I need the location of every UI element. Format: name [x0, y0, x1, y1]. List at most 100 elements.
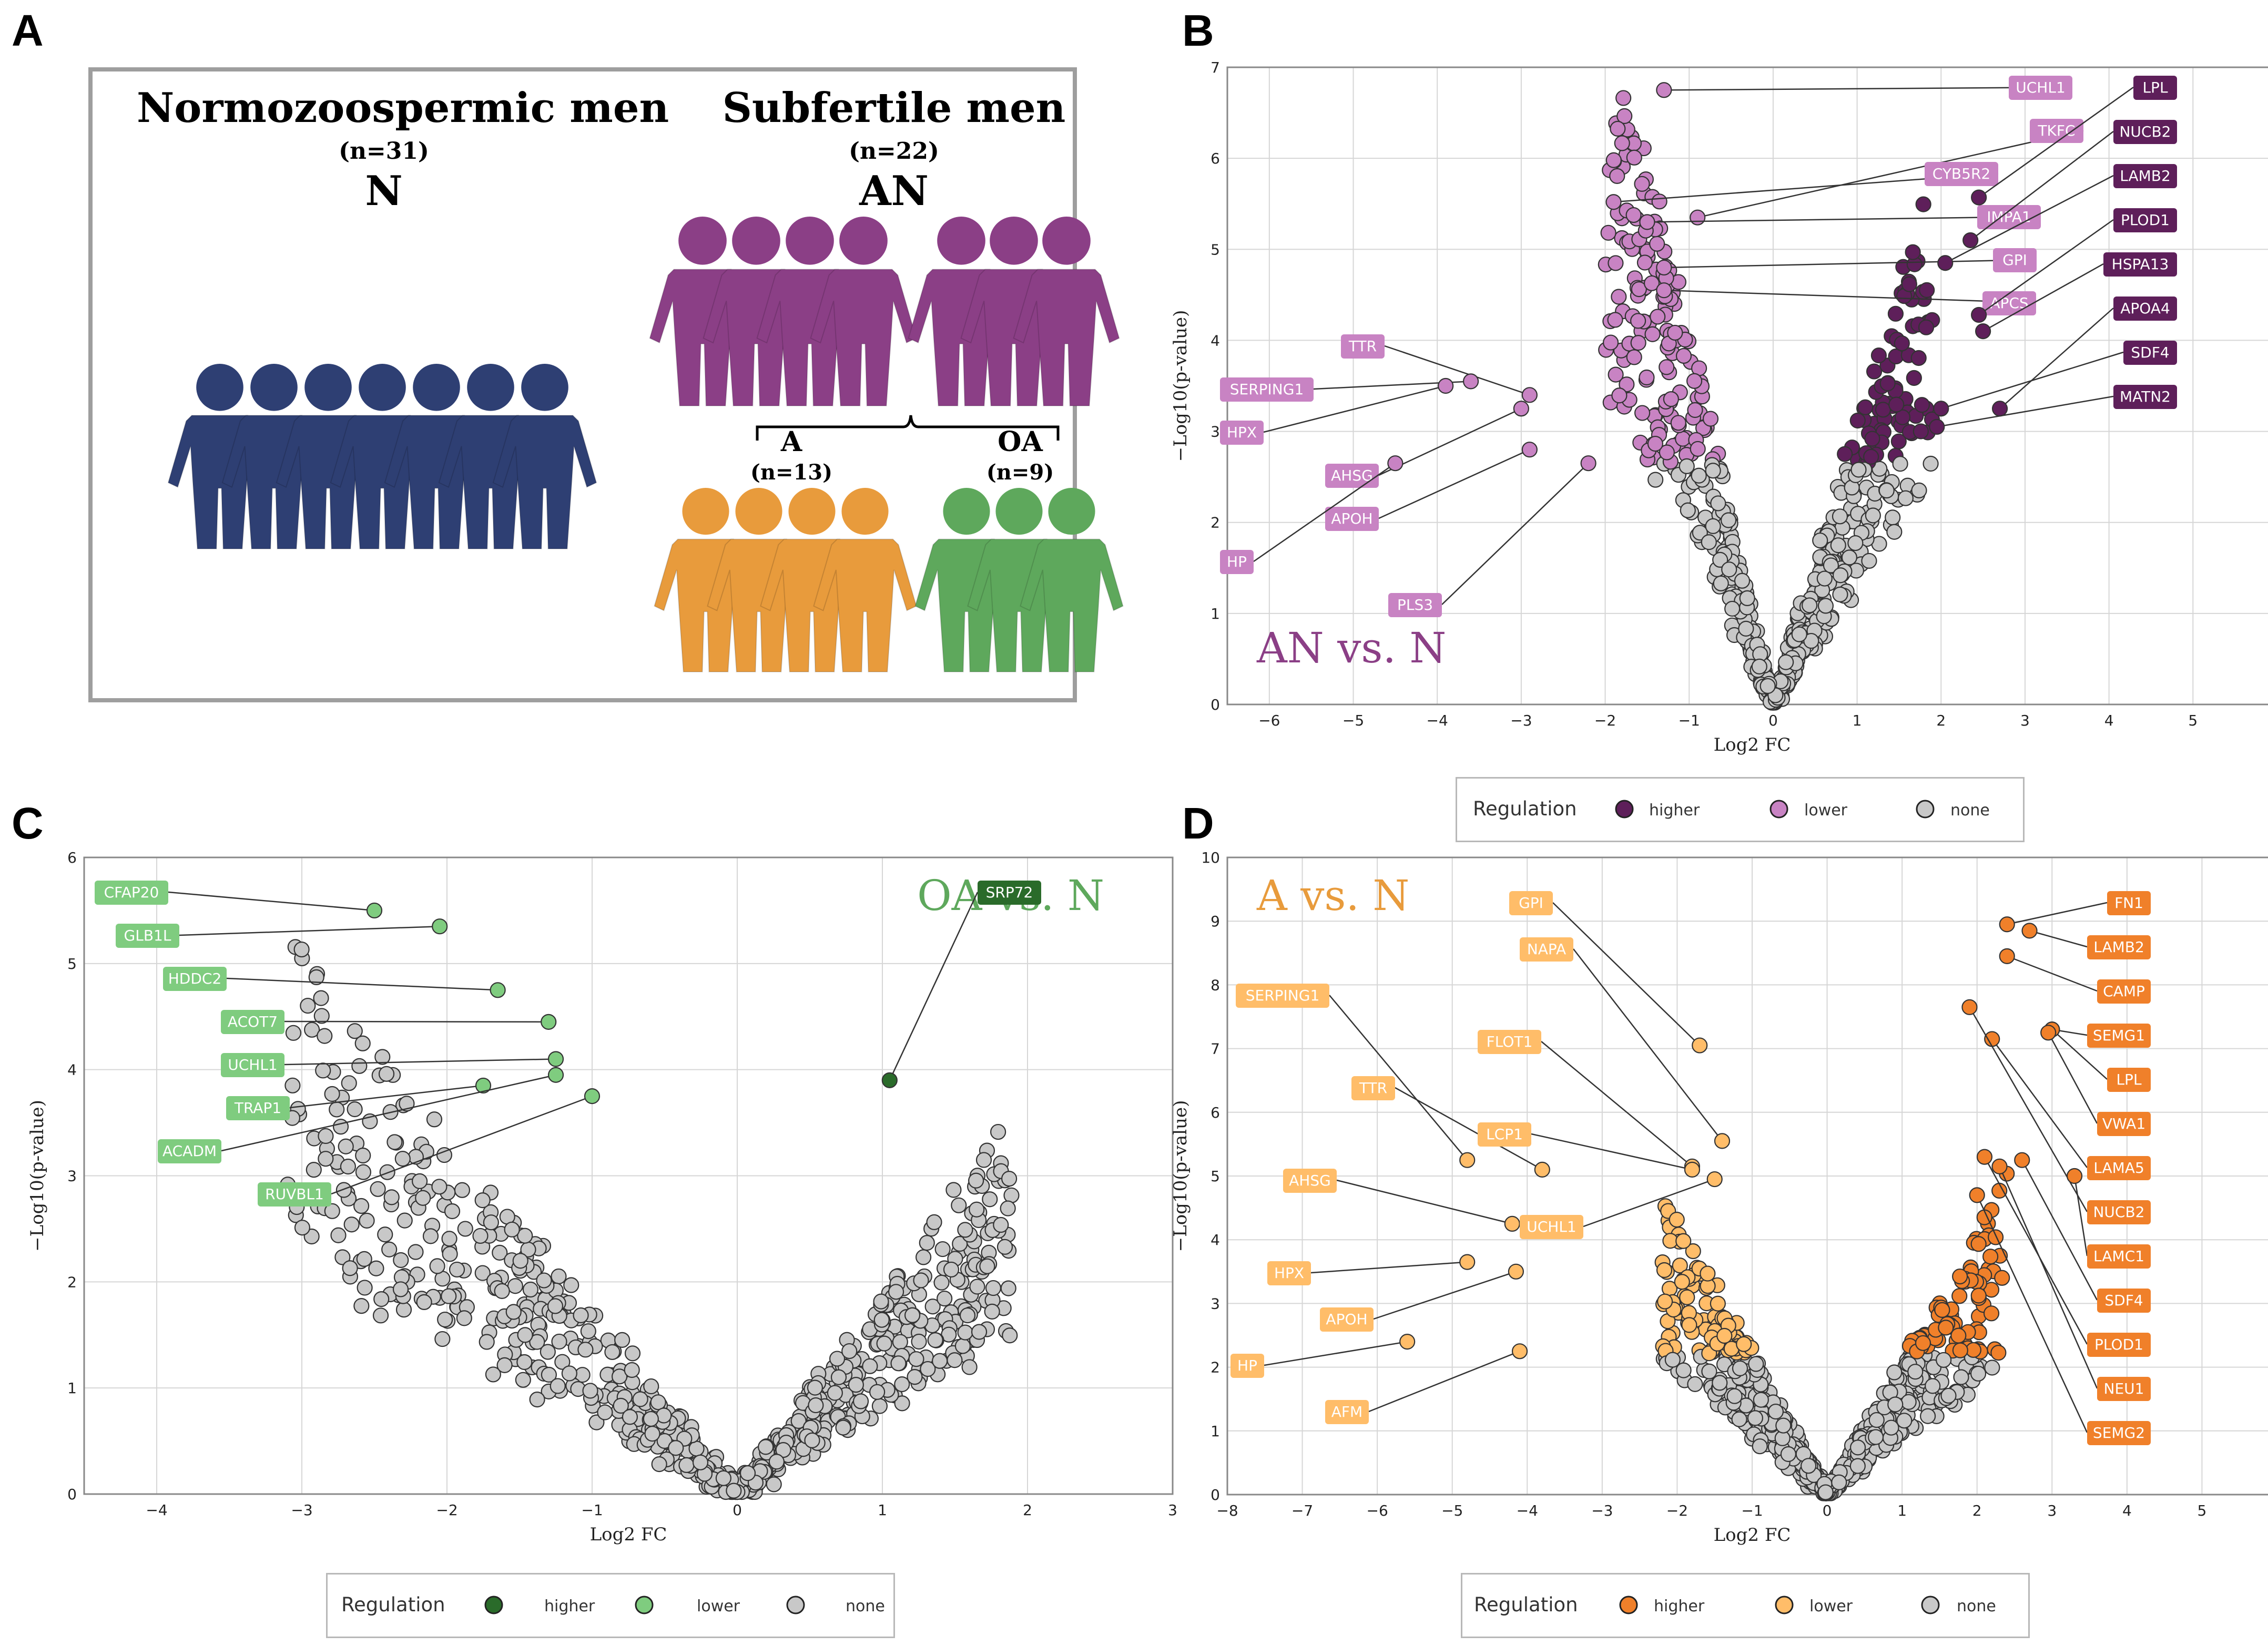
data-point [968, 1172, 984, 1189]
data-point [1732, 1360, 1748, 1376]
data-point [1915, 196, 1931, 212]
data-point [597, 1404, 613, 1420]
data-point [1675, 347, 1692, 364]
protein-label-box [1341, 334, 1385, 359]
a-n: (n=13) [750, 460, 833, 485]
data-point [614, 1332, 630, 1348]
data-point [1775, 1417, 1792, 1434]
protein-label: NUCB2 [2093, 1203, 2144, 1221]
protein-label-box [1220, 550, 1254, 574]
data-point [1951, 1288, 1968, 1304]
data-point [871, 1398, 888, 1414]
data-point [1991, 1182, 2008, 1199]
data-point [347, 1101, 363, 1118]
data-point [1649, 236, 1665, 252]
protein-label: NUCB2 [2119, 123, 2171, 140]
labeled-point [1999, 948, 2015, 964]
point-cloud [280, 939, 1020, 1500]
data-point [444, 1203, 461, 1220]
data-point [1680, 502, 1696, 518]
protein-label-box [1925, 162, 1998, 186]
x-axis-label: Log2 FC [1714, 1525, 1791, 1546]
data-point [536, 1272, 552, 1289]
callout-line [1583, 1178, 1715, 1228]
callout-line [1441, 463, 1589, 605]
data-point [1710, 1295, 1726, 1312]
data-point [1702, 411, 1719, 427]
data-point [1625, 207, 1642, 223]
data-point [1639, 369, 1655, 386]
x-tick-label: −4 [1427, 712, 1448, 729]
subfertile-title: Subfertile men [722, 84, 1066, 132]
x-tick-label: −4 [146, 1501, 167, 1519]
data-point [1803, 632, 1819, 649]
protein-label-box [1220, 421, 1264, 445]
protein-label-box [2087, 1421, 2151, 1445]
data-point [1731, 1411, 1747, 1427]
protein-label-box [163, 967, 227, 991]
callout-line [1978, 86, 2134, 198]
labeled-point [1706, 1171, 1723, 1188]
data-point [957, 1324, 973, 1341]
callout-line [289, 1085, 484, 1109]
legend-higher-marker [1615, 800, 1634, 819]
data-point [611, 1368, 628, 1385]
labeled-point [1969, 1187, 1985, 1203]
labeled-point [1929, 418, 1945, 435]
data-point [1705, 518, 1721, 534]
legend-higher-marker [484, 1596, 503, 1614]
protein-label-box [1267, 1261, 1311, 1285]
labeled-point [432, 918, 448, 935]
data-point [1906, 370, 1922, 386]
callout-line [1978, 219, 2114, 315]
data-point [436, 1147, 453, 1163]
data-point [1675, 431, 1691, 447]
data-point [1984, 1359, 2000, 1376]
data-point [1608, 255, 1624, 271]
legend-higher-label: higher [1654, 1597, 1705, 1616]
data-point [715, 1470, 731, 1486]
protein-label-box [978, 881, 1041, 905]
data-point [934, 1241, 951, 1257]
data-point [304, 1021, 320, 1038]
data-point [368, 1260, 384, 1276]
data-point [656, 1433, 673, 1449]
protein-label-box [1325, 507, 1379, 531]
protein-label-box [158, 1139, 221, 1163]
people-illustration [167, 217, 1124, 672]
data-point [862, 1358, 878, 1374]
protein-label-box [2087, 1156, 2151, 1180]
callout-line [1373, 1271, 1517, 1320]
data-point [485, 1366, 501, 1383]
x-tick-label: −5 [1343, 712, 1364, 729]
protein-label: PLOD1 [2094, 1336, 2143, 1353]
data-point [1940, 1387, 1957, 1404]
protein-label-box [2097, 1289, 2151, 1313]
labeled-point [1937, 255, 1954, 271]
x-tick-label: 0 [1768, 712, 1778, 729]
data-point [426, 1111, 443, 1128]
data-point [395, 1302, 412, 1318]
data-point [1865, 507, 1881, 524]
data-point [726, 1483, 742, 1499]
protein-label: GPI [2002, 251, 2027, 269]
callout-line [221, 1074, 556, 1152]
data-point [343, 1216, 360, 1233]
data-point [1870, 347, 1887, 364]
data-point [516, 1354, 533, 1371]
protein-label: PLS3 [1397, 596, 1433, 614]
protein-label-box [2097, 1112, 2151, 1136]
data-point [1650, 309, 1666, 325]
data-point [479, 1334, 495, 1350]
data-point [457, 1221, 473, 1237]
data-point [1791, 626, 1807, 642]
volcano-plot-a-vs-n: −8−7−6−5−4−3−2−10123456012345678910Log2 … [1170, 849, 2268, 1546]
data-point [804, 1432, 820, 1448]
data-point [904, 1307, 921, 1323]
data-point [1915, 1335, 1931, 1351]
labeled-point [490, 982, 506, 998]
protein-label-box [1520, 937, 1573, 962]
labeled-point [1462, 373, 1479, 390]
x-tick-label: 1 [1853, 712, 1862, 729]
data-point [332, 1119, 349, 1135]
